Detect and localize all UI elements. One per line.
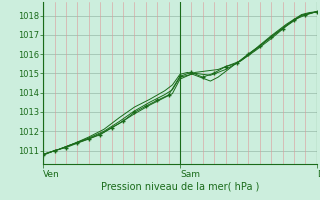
X-axis label: Pression niveau de la mer( hPa ): Pression niveau de la mer( hPa ) — [101, 181, 259, 191]
